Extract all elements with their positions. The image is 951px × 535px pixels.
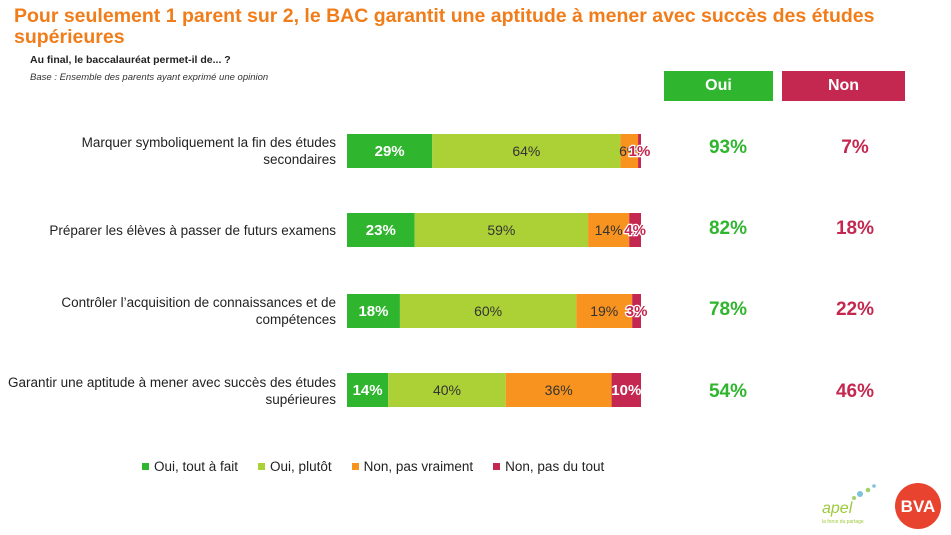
apel-logo-tagline: la force du partage bbox=[822, 519, 864, 525]
legend-swatch bbox=[493, 463, 501, 470]
legend-swatch bbox=[351, 463, 359, 470]
legend-label: Non, pas du tout bbox=[505, 459, 605, 474]
bar-non-pas-du-tout-1 bbox=[638, 134, 641, 168]
bar-label-non-pas-vraiment-3: 19% bbox=[590, 303, 618, 319]
total-oui-2: 82% bbox=[708, 218, 748, 239]
bar-label-non-pas-du-tout-2: 4% bbox=[624, 222, 646, 239]
legend-swatch bbox=[142, 463, 149, 470]
bar-label-non-pas-vraiment-2: 14% bbox=[595, 222, 623, 238]
bar-oui-plutot-2 bbox=[414, 213, 589, 247]
bar-label-non-pas-du-tout-4: 10% bbox=[611, 382, 641, 399]
legend-item-non-pas-vraiment: Non, pas vraiment bbox=[351, 459, 474, 474]
base-note: Base : Ensemble des parents ayant exprim… bbox=[30, 72, 269, 83]
bar-label-non-pas-du-tout-1: 1% bbox=[629, 143, 651, 160]
chart-title: Pour seulement 1 parent sur 2, le BAC ga… bbox=[14, 5, 875, 48]
bar-oui-plutot-1 bbox=[432, 134, 621, 168]
category-label-1: Marquer symboliquement la fin des études… bbox=[81, 135, 336, 167]
bar-non-pas-vraiment-1 bbox=[620, 134, 639, 168]
bar-label-oui-tout-3: 18% bbox=[358, 303, 388, 320]
legend: Oui, tout à fait Oui, plutôt Non, pas vr… bbox=[142, 459, 624, 474]
bar-oui-tout-3 bbox=[347, 294, 400, 328]
bar-label-oui-plutot-2: 59% bbox=[487, 222, 515, 238]
legend-label: Oui, tout à fait bbox=[154, 459, 239, 474]
bar-label-oui-tout-4: 14% bbox=[353, 382, 383, 399]
bva-logo-text: BVA bbox=[901, 497, 936, 516]
bar-label-oui-tout-1: 29% bbox=[375, 143, 405, 160]
header-non: Non bbox=[782, 71, 905, 101]
bar-label-non-pas-vraiment-4: 36% bbox=[545, 382, 573, 398]
bar-non-pas-vraiment-4 bbox=[505, 373, 612, 407]
bar-label-non-pas-du-tout-3: 3% bbox=[626, 303, 648, 320]
legend-label: Oui, plutôt bbox=[270, 459, 332, 474]
bva-logo: BVA bbox=[895, 483, 941, 529]
header-oui: Oui bbox=[664, 71, 773, 101]
total-oui-3: 78% bbox=[708, 299, 748, 320]
bar-label-oui-plutot-4: 40% bbox=[433, 382, 461, 398]
category-label-3: Contrôler l’acquisition de connaissances… bbox=[61, 295, 336, 327]
total-non-4: 46% bbox=[835, 381, 875, 402]
bar-non-pas-du-tout-3 bbox=[632, 294, 641, 328]
legend-item-oui-plutot: Oui, plutôt bbox=[258, 459, 332, 474]
total-non-1: 7% bbox=[841, 137, 869, 158]
chart-subtitle: Au final, le baccalauréat permet-il de..… bbox=[30, 54, 231, 66]
bar-oui-tout-4 bbox=[347, 373, 389, 407]
total-oui-4: 54% bbox=[708, 381, 748, 402]
category-label-2: Préparer les élèves à passer de futurs e… bbox=[49, 223, 336, 238]
legend-item-non-pas-du-tout: Non, pas du tout bbox=[493, 459, 604, 474]
category-label-4: Garantir une aptitude à mener avec succè… bbox=[8, 375, 336, 407]
bar-non-pas-vraiment-2 bbox=[588, 213, 630, 247]
apel-logo-text: apel bbox=[822, 500, 853, 517]
total-non-3: 22% bbox=[835, 299, 875, 320]
bar-label-non-pas-vraiment-1: 6% bbox=[619, 143, 639, 159]
bar-label-oui-plutot-3: 60% bbox=[474, 303, 502, 319]
bar-oui-plutot-3 bbox=[399, 294, 577, 328]
total-non-2: 18% bbox=[835, 218, 875, 239]
bar-label-oui-plutot-1: 64% bbox=[512, 143, 540, 159]
total-oui-1: 93% bbox=[708, 137, 748, 158]
apel-logo: apel la force du partage bbox=[822, 484, 876, 525]
bar-non-pas-vraiment-3 bbox=[576, 294, 633, 328]
bar-non-pas-du-tout-2 bbox=[629, 213, 641, 247]
legend-swatch bbox=[258, 463, 266, 470]
bar-oui-tout-2 bbox=[347, 213, 415, 247]
bar-label-oui-tout-2: 23% bbox=[366, 222, 396, 239]
bar-oui-plutot-4 bbox=[388, 373, 506, 407]
legend-label: Non, pas vraiment bbox=[363, 459, 474, 474]
bar-oui-tout-1 bbox=[347, 134, 433, 168]
legend-item-oui-tout: Oui, tout à fait bbox=[142, 459, 238, 474]
bar-non-pas-du-tout-4 bbox=[611, 373, 641, 407]
